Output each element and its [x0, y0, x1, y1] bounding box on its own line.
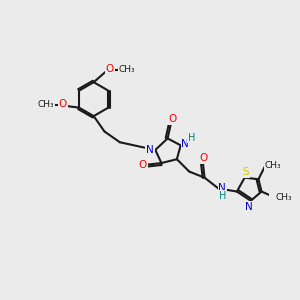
Text: N: N — [182, 139, 189, 149]
Text: O: O — [199, 153, 207, 164]
Text: N: N — [146, 145, 154, 155]
Text: O: O — [106, 64, 114, 74]
Text: O: O — [139, 160, 147, 170]
Text: O: O — [59, 99, 67, 109]
Text: CH₃: CH₃ — [118, 65, 135, 74]
Text: CH₃: CH₃ — [38, 100, 54, 109]
Text: CH₃: CH₃ — [276, 193, 292, 202]
Text: S: S — [243, 167, 250, 177]
Text: H: H — [188, 133, 195, 142]
Text: N: N — [245, 202, 253, 212]
Text: H: H — [219, 191, 226, 201]
Text: CH₃: CH₃ — [265, 161, 281, 170]
Text: O: O — [168, 114, 176, 124]
Text: N: N — [218, 184, 226, 194]
